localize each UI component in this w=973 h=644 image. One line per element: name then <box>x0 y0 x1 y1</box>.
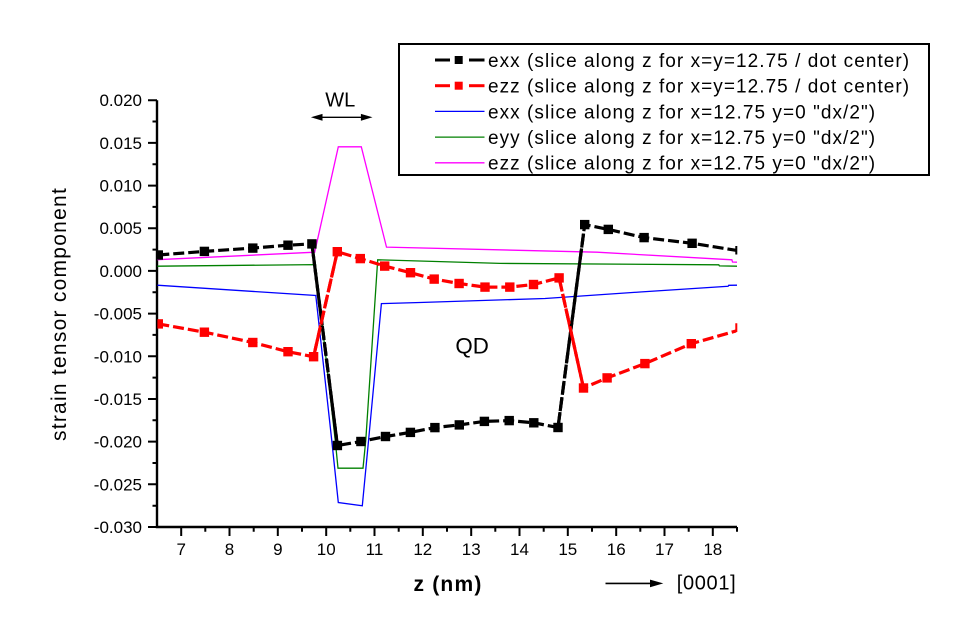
svg-text:0.005: 0.005 <box>99 219 142 238</box>
svg-text:10: 10 <box>317 540 336 559</box>
svg-text:13: 13 <box>462 540 481 559</box>
svg-text:12: 12 <box>413 540 432 559</box>
svg-text:15: 15 <box>558 540 577 559</box>
svg-text:ezz (slice along z for x=12.75: ezz (slice along z for x=12.75 y=0 "dx/2… <box>488 154 876 175</box>
svg-text:16: 16 <box>607 540 626 559</box>
svg-text:17: 17 <box>655 540 674 559</box>
svg-text:0.000: 0.000 <box>99 262 142 281</box>
svg-text:-0.010: -0.010 <box>94 347 142 366</box>
svg-text:WL: WL <box>325 90 355 112</box>
svg-text:-0.015: -0.015 <box>94 390 142 409</box>
svg-text:7: 7 <box>176 540 185 559</box>
svg-text:exx (slice along z for x=12.75: exx (slice along z for x=12.75 y=0 "dx/2… <box>488 102 876 123</box>
svg-text:-0.025: -0.025 <box>94 475 142 494</box>
svg-text:strain tensor component: strain tensor component <box>48 187 71 441</box>
svg-text:-0.005: -0.005 <box>94 305 142 324</box>
svg-text:-0.020: -0.020 <box>94 433 142 452</box>
svg-text:11: 11 <box>366 540 384 559</box>
svg-text:0.020: 0.020 <box>99 91 142 110</box>
svg-text:z (nm): z (nm) <box>414 573 483 596</box>
svg-text:0.015: 0.015 <box>99 134 142 153</box>
svg-text:8: 8 <box>225 540 234 559</box>
svg-text:QD: QD <box>455 334 488 359</box>
svg-text:ezz (slice along z for x=y=12.: ezz (slice along z for x=y=12.75 / dot c… <box>488 77 910 98</box>
svg-text:-0.030: -0.030 <box>94 518 142 537</box>
svg-text:exx (slice along z for x=y=12.: exx (slice along z for x=y=12.75 / dot c… <box>488 51 910 72</box>
svg-text:14: 14 <box>510 540 529 559</box>
svg-text:18: 18 <box>703 540 722 559</box>
svg-text:9: 9 <box>273 540 282 559</box>
svg-text:[0001]: [0001] <box>677 573 737 595</box>
svg-text:eyy (slice along z for x=12.75: eyy (slice along z for x=12.75 y=0 "dx/2… <box>488 128 876 149</box>
svg-text:0.010: 0.010 <box>99 177 142 196</box>
